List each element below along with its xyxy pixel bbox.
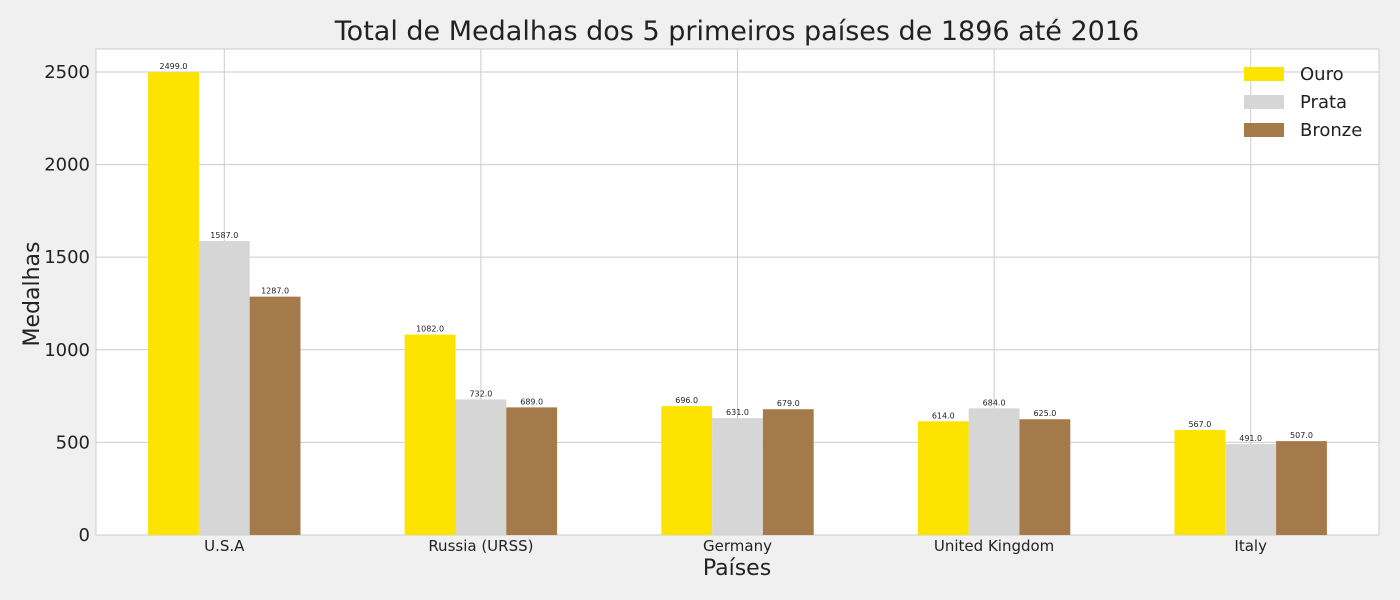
x-tick-labels: U.S.A Russia (URSS) Germany United Kingdom I… [204, 537, 1267, 555]
bar-value-label: 614.0 [932, 411, 955, 420]
bar-value-label: 689.0 [520, 397, 543, 406]
bar-value-label: 491.0 [1239, 434, 1262, 443]
y-tick-label: 1500 [44, 247, 90, 268]
bar-value-label: 696.0 [675, 396, 698, 405]
bar-ouro-4 [1174, 429, 1226, 535]
bar-bronze-0 [249, 296, 301, 535]
y-tick-label: 500 [56, 432, 90, 453]
y-axis-label: Medalhas [20, 242, 45, 347]
legend-swatch-prata [1244, 95, 1284, 109]
bar-value-label: 507.0 [1290, 431, 1313, 440]
x-tick-label: U.S.A [204, 537, 245, 555]
bar-value-label: 684.0 [983, 398, 1006, 407]
x-tick-label: United Kingdom [934, 537, 1054, 555]
bar-bronze-4 [1276, 441, 1327, 535]
y-tick-label: 2500 [44, 62, 90, 83]
bar-prata-4 [1225, 444, 1277, 535]
bar-bronze-3 [1019, 419, 1071, 535]
x-axis-label: Países [703, 556, 771, 581]
bar-value-label: 567.0 [1188, 420, 1211, 429]
y-tick-label: 0 [79, 525, 90, 546]
bar-prata-1 [455, 399, 507, 535]
bar-value-label: 679.0 [777, 399, 800, 408]
bar-ouro-3 [917, 421, 969, 535]
x-tick-label: Germany [703, 537, 772, 555]
x-tick-label: Russia (URSS) [428, 537, 533, 555]
bar-value-label: 1287.0 [261, 287, 289, 296]
y-tick-labels: 0 500 1000 1500 2000 2500 [44, 62, 90, 546]
bar-value-labels: 2499.0 1082.0 696.0 614.0 567.0 1587.0 732.0 63… [160, 62, 1313, 443]
legend-label-prata: Prata [1300, 92, 1347, 113]
bar-prata-3 [968, 408, 1020, 535]
bar-bronze-1 [506, 407, 558, 535]
legend-label-ouro: Ouro [1300, 64, 1344, 85]
bar-value-label: 1587.0 [210, 231, 238, 240]
y-tick-label: 2000 [44, 155, 90, 176]
bar-value-label: 1082.0 [416, 325, 444, 334]
legend: Ouro Prata Bronze [1244, 64, 1362, 141]
bar-ouro-1 [404, 334, 456, 535]
x-tick-label: Italy [1234, 537, 1267, 555]
bar-value-label: 732.0 [469, 389, 492, 398]
bar-ouro-0 [148, 72, 199, 536]
bars [148, 72, 1327, 536]
y-tick-label: 1000 [44, 340, 90, 361]
bar-value-label: 2499.0 [160, 62, 188, 71]
bar-prata-2 [712, 418, 763, 535]
bar-bronze-2 [762, 409, 814, 535]
bar-ouro-2 [661, 406, 713, 535]
chart-title: Total de Medalhas dos 5 primeiros países… [334, 16, 1139, 47]
bar-prata-0 [198, 241, 250, 535]
legend-swatch-bronze [1244, 123, 1284, 137]
legend-swatch-ouro [1244, 67, 1284, 81]
bar-value-label: 631.0 [726, 408, 749, 417]
bar-value-label: 625.0 [1033, 409, 1056, 418]
legend-label-bronze: Bronze [1300, 120, 1362, 141]
